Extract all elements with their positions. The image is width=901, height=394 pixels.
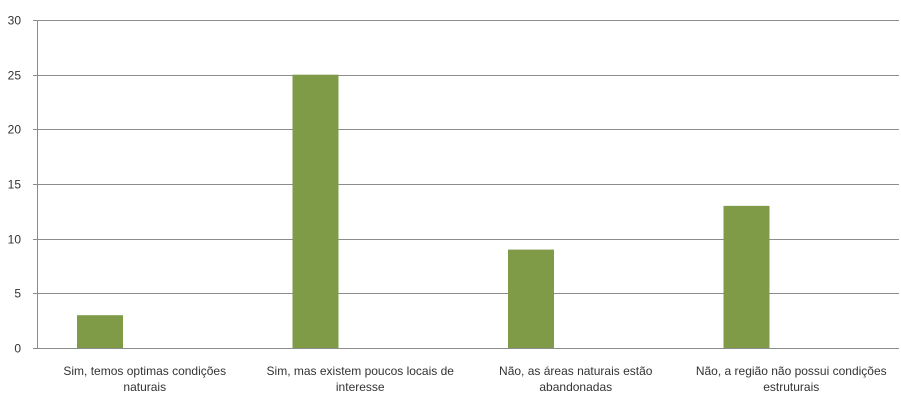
gridlines	[37, 20, 899, 294]
x-axis-labels: Sim, temos optimas condições naturais Sim,…	[63, 364, 886, 394]
x-category-label: naturais	[123, 380, 166, 394]
x-category-label: abandonadas	[539, 380, 612, 394]
y-tick-label: 30	[8, 14, 22, 28]
x-category-label: Sim, temos optimas condições	[63, 364, 226, 378]
y-tick-label: 0	[14, 342, 21, 356]
y-tick-label: 5	[14, 287, 21, 301]
x-category-label: Não, as áreas naturais estão	[499, 364, 653, 378]
x-category-label: Não, a região não possui condições	[696, 364, 887, 378]
x-category-label: estruturais	[763, 380, 819, 394]
y-axis-ticks: 0 5 10 15 20 25 30	[8, 14, 37, 356]
x-category-label: Sim, mas existem poucos locais de	[267, 364, 455, 378]
bar	[508, 249, 554, 348]
bar	[723, 205, 770, 348]
y-tick-label: 10	[8, 233, 22, 247]
y-tick-label: 20	[8, 123, 22, 137]
bars	[77, 74, 770, 349]
x-category-label: interesse	[336, 380, 385, 394]
y-tick-label: 15	[8, 178, 22, 192]
y-tick-label: 25	[8, 69, 22, 83]
bar	[77, 315, 123, 348]
bar	[292, 74, 339, 349]
